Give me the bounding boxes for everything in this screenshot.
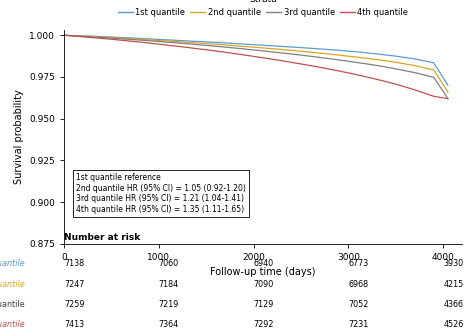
Text: 7364: 7364 xyxy=(159,320,179,329)
Text: 7219: 7219 xyxy=(159,300,179,309)
X-axis label: Follow-up time (days): Follow-up time (days) xyxy=(210,267,316,278)
Text: 6968: 6968 xyxy=(348,280,368,289)
Text: 7184: 7184 xyxy=(159,280,179,289)
Text: 7413: 7413 xyxy=(64,320,84,329)
Text: 6773: 6773 xyxy=(348,259,369,268)
Text: 4th quantile: 4th quantile xyxy=(0,320,24,329)
Text: 7292: 7292 xyxy=(254,320,274,329)
Text: 4526: 4526 xyxy=(443,320,464,329)
Text: 1st quantile reference
2nd quantile HR (95% CI) = 1.05 (0.92-1.20)
3rd quantile : 1st quantile reference 2nd quantile HR (… xyxy=(76,173,246,214)
Text: 7231: 7231 xyxy=(348,320,369,329)
Text: 7259: 7259 xyxy=(64,300,84,309)
Text: 1st quantile: 1st quantile xyxy=(0,259,24,268)
Text: 2nd quantile: 2nd quantile xyxy=(0,280,24,289)
Legend: 1st quantile, 2nd quantile, 3rd quantile, 4th quantile: 1st quantile, 2nd quantile, 3rd quantile… xyxy=(115,0,411,20)
Text: 7129: 7129 xyxy=(254,300,274,309)
Text: 4366: 4366 xyxy=(443,300,463,309)
Text: 7060: 7060 xyxy=(159,259,179,268)
Text: 6940: 6940 xyxy=(254,259,273,268)
Text: 7247: 7247 xyxy=(64,280,84,289)
Text: 7138: 7138 xyxy=(64,259,84,268)
Text: 3930: 3930 xyxy=(443,259,463,268)
Y-axis label: Survival probability: Survival probability xyxy=(14,90,24,184)
Text: 7090: 7090 xyxy=(254,280,274,289)
Text: 4215: 4215 xyxy=(443,280,464,289)
Text: 7052: 7052 xyxy=(348,300,369,309)
Text: Number at risk: Number at risk xyxy=(64,233,140,242)
Text: 3rd quantile: 3rd quantile xyxy=(0,300,24,309)
